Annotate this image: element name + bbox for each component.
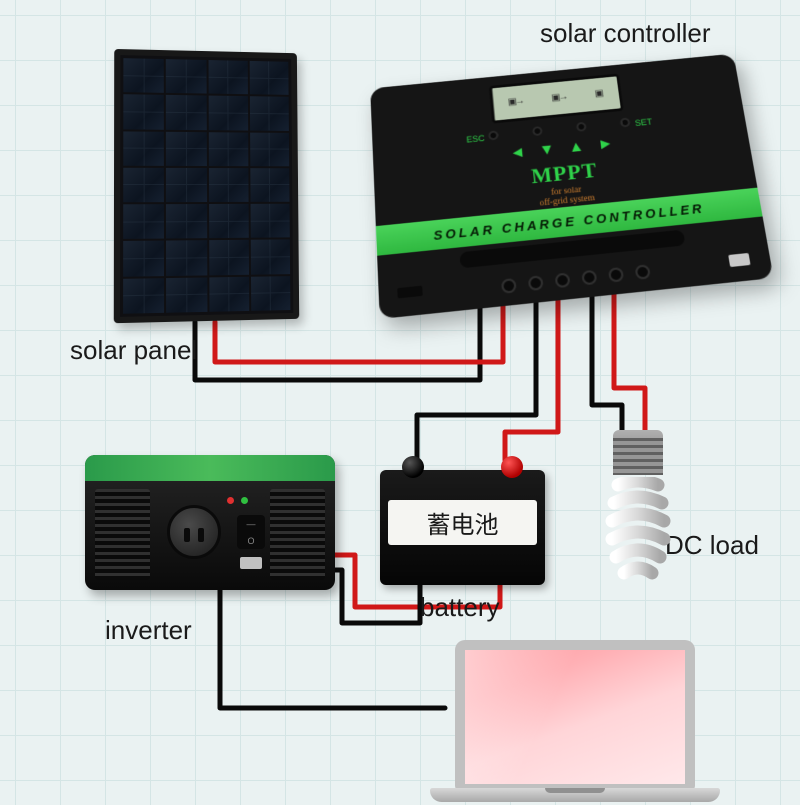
bulb-cap-icon	[613, 430, 663, 475]
arrow-down-icon: ▼	[538, 142, 555, 160]
inverter-usb-icon	[240, 557, 262, 569]
esc-label: ESC	[466, 134, 485, 145]
controller-terminals	[501, 264, 651, 294]
label-solar-controller: solar controller	[540, 18, 711, 49]
label-battery: battery	[420, 592, 500, 623]
battery: 蓄电池	[380, 470, 545, 585]
laptop-screen	[455, 640, 695, 790]
wire-ctrl-to-dc-red	[614, 292, 645, 432]
battery-terminal-pos	[501, 456, 523, 478]
dc-load-bulb	[590, 430, 685, 585]
sd-port-icon	[397, 286, 423, 299]
arrow-left-icon: ◄	[509, 144, 526, 162]
wire-ctrl-to-batt-red	[505, 296, 558, 460]
arrow-right-icon: ►	[597, 136, 615, 154]
ac-load-laptop	[430, 640, 720, 805]
set-label: SET	[634, 117, 652, 128]
label-inverter: inverter	[105, 615, 192, 646]
battery-terminal-neg	[402, 456, 424, 478]
arrow-up-icon: ▲	[568, 139, 585, 157]
controller-lcd: ▣→▣→▣	[489, 74, 623, 124]
wire-inv-to-laptop	[220, 590, 445, 708]
inverter: —O	[85, 455, 335, 590]
cfl-spiral-icon	[598, 477, 678, 582]
battery-label: 蓄电池	[388, 500, 537, 545]
power-switch-icon: —O	[237, 515, 265, 549]
ac-outlet-icon	[167, 505, 221, 559]
solar-controller: ▣→▣→▣ ESC SET ◄▼▲► MPPT for solar off-gr…	[370, 54, 773, 319]
solar-panel	[115, 50, 300, 320]
usb-port-icon	[728, 253, 750, 267]
wire-ctrl-to-dc-black	[592, 294, 622, 432]
wire-ctrl-to-batt-black	[417, 298, 536, 460]
label-solar-panel: solar panel	[70, 335, 197, 366]
